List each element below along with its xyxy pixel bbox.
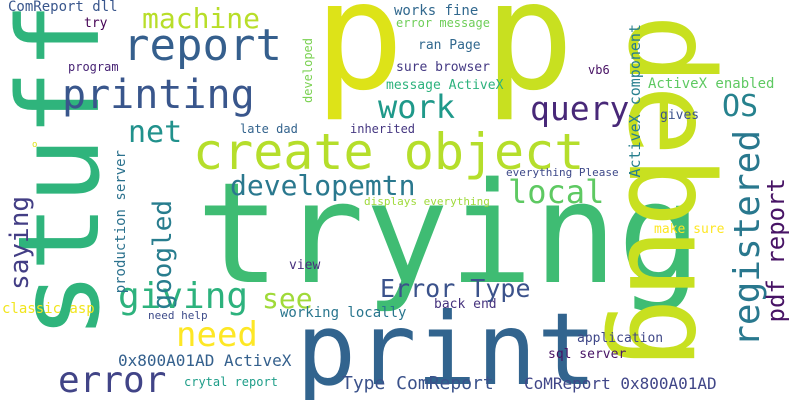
word-displays-everything: displays everything (364, 195, 490, 208)
word-activex-component: ActiveX component (626, 24, 644, 178)
word-back-end: back end (434, 297, 497, 312)
word-giving: giving (118, 276, 249, 317)
word-saying: saying (5, 196, 35, 290)
word-late-dad: late dad (240, 122, 298, 136)
word-query: query (530, 89, 630, 128)
word-see: see (262, 282, 313, 315)
word-program: program (68, 60, 119, 74)
word-p-right: p (484, 0, 575, 124)
word-message-activex: message ActiveX (386, 78, 504, 93)
word-sql-server: sql server (548, 347, 627, 362)
word-comreport-0x800a01ad: CoMReport 0x800A01AD (524, 374, 717, 393)
word-machine: machine (142, 2, 261, 35)
word-googled: googled (148, 200, 178, 310)
word-everything-please: everything Please (506, 166, 619, 179)
word-vb6: vb6 (588, 63, 610, 77)
word-gives: gives (660, 108, 700, 123)
word-error: error (58, 360, 167, 400)
word-pdf-report: pdf report (762, 178, 790, 323)
word-report: report (123, 20, 282, 71)
word-need: need (176, 315, 258, 355)
word-application: application (577, 331, 664, 346)
word-need-help: need help (148, 309, 208, 322)
word-works-fine: works fine (394, 3, 479, 19)
word-error-type: Error Type (380, 274, 531, 303)
word-sure-browser: sure browser (396, 60, 490, 75)
word-type-comreport: Type ComReport (342, 373, 494, 394)
word-ran-page: ran Page (418, 38, 481, 53)
word-classic-asp: classic asp (2, 301, 95, 317)
word-registered: registered (727, 130, 768, 347)
word-try: try (84, 16, 108, 31)
word-working-locally: working locally (280, 305, 407, 321)
word-print: print (296, 291, 598, 400)
word-local: local (508, 173, 605, 211)
word-printing: printing (62, 72, 255, 118)
word-crytal-report: crytal report (184, 375, 278, 389)
word-debug: debug (602, 14, 740, 370)
word-o: o (32, 140, 38, 150)
word-work: work (378, 88, 456, 126)
word-developed: developed (301, 38, 315, 104)
word-inherited: inherited (350, 122, 416, 136)
word-net: net (128, 115, 183, 150)
word-p-left: p (314, 0, 405, 124)
word-comreport-dll: ComReport dll (8, 0, 118, 15)
word-make-sure: make sure (654, 222, 725, 237)
word-view: view (289, 258, 321, 273)
word-production-server: production server (113, 150, 129, 294)
word-0x800a01ad-activex: 0x800A01AD ActiveX (118, 351, 292, 370)
word-activex-enabled: ActiveX enabled (648, 76, 775, 92)
word-error-message: error message (396, 16, 490, 30)
word-trying: trying (196, 153, 702, 316)
word-os: OS (722, 89, 759, 124)
word-developemtn: developemtn (230, 169, 416, 202)
word-create-object: create object (193, 123, 585, 181)
